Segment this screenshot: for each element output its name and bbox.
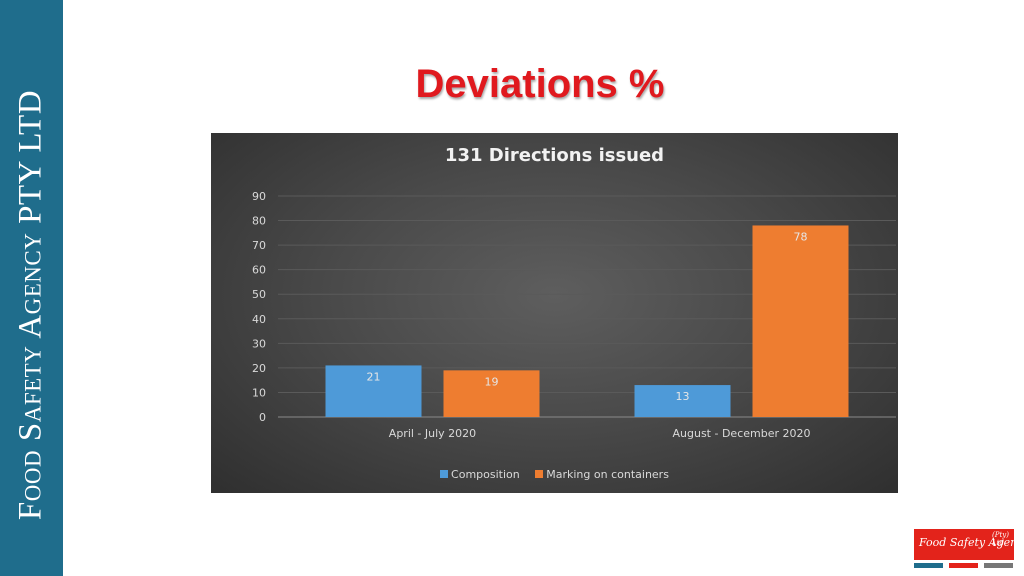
sidebar-band: Food Safety Agency PTY LTD — [0, 0, 63, 576]
x-tick-label-1: August - December 2020 — [673, 427, 811, 440]
y-tick-label-50: 50 — [252, 288, 266, 301]
slide-title: Deviations % — [415, 62, 665, 106]
chart-title: 131 Directions issued — [444, 145, 665, 166]
legend-swatch-marking — [535, 470, 544, 478]
logo-stripe-3 — [984, 563, 1013, 568]
y-tick-label-10: 10 — [252, 386, 266, 399]
bar-composition-0 — [325, 365, 422, 417]
y-tick-label-30: 30 — [252, 337, 266, 350]
x-tick-label-0: April - July 2020 — [389, 427, 476, 440]
logo-stripe-1 — [914, 563, 943, 568]
y-tick-label-0: 0 — [259, 411, 266, 424]
logo-suffix: (Pty) Ltd — [992, 531, 1009, 547]
y-tick-label-20: 20 — [252, 362, 266, 375]
bar-marking-1 — [752, 225, 849, 417]
data-label-composition-1: 13 — [676, 390, 690, 403]
legend-label-marking: Marking on containers — [546, 468, 669, 481]
y-tick-label-90: 90 — [252, 190, 266, 203]
logo-badge: Food Safety Agency (Pty) Ltd — [914, 529, 1024, 560]
chart-plot: 0 10 20 30 40 50 60 70 80 90 21 19 April - July 2020… — [252, 190, 896, 440]
bar-marking-0 — [443, 370, 540, 417]
logo-stripe-2 — [949, 563, 978, 568]
legend-swatch-composition — [440, 470, 449, 478]
chart-legend: Composition Marking on containers — [211, 468, 898, 481]
data-label-composition-0: 21 — [367, 370, 381, 383]
legend-item-composition: Composition — [440, 468, 520, 481]
y-tick-label-40: 40 — [252, 313, 266, 326]
legend-label-composition: Composition — [451, 468, 520, 481]
y-tick-label-70: 70 — [252, 239, 266, 252]
bar-composition-1 — [634, 385, 731, 417]
y-tick-label-80: 80 — [252, 215, 266, 228]
chart: 0 10 20 30 40 50 60 70 80 90 21 19 April - July 2020… — [211, 133, 898, 493]
y-tick-label-60: 60 — [252, 264, 266, 277]
company-logo: Food Safety Agency (Pty) Ltd — [914, 529, 1024, 569]
data-label-marking-0: 19 — [485, 375, 499, 388]
sidebar-company-name: Food Safety Agency PTY LTD — [12, 89, 49, 521]
data-label-marking-1: 78 — [794, 230, 808, 243]
legend-item-marking: Marking on containers — [535, 468, 669, 481]
logo-name: Food Safety Agency — [919, 536, 1024, 549]
